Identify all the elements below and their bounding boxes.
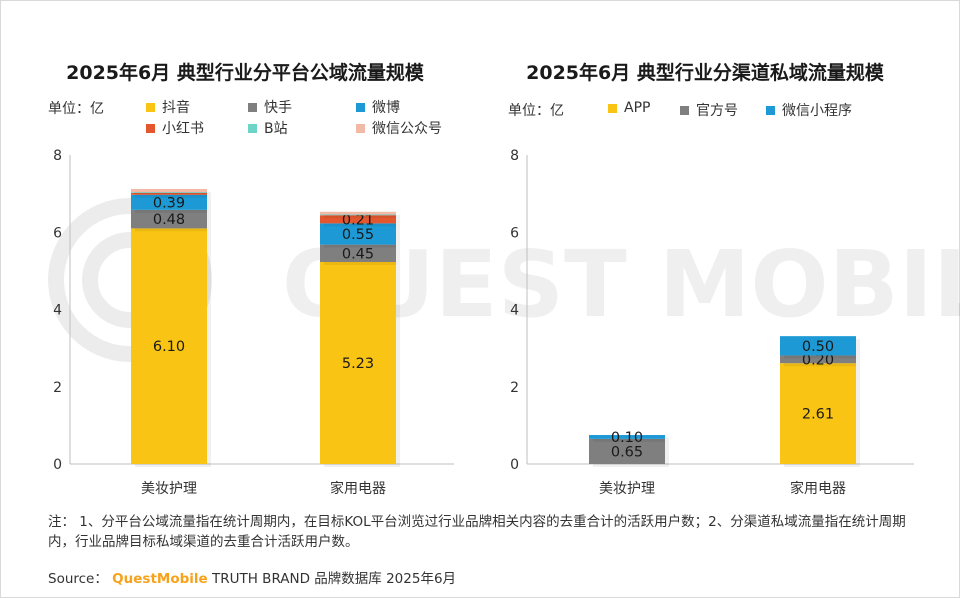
legend-item-kuaishou: 快手 xyxy=(248,97,292,117)
y-tick-label: 6 xyxy=(510,225,519,241)
source-prefix: Source： xyxy=(48,571,108,587)
bar-shadow xyxy=(324,214,400,218)
legend-label: 抖音 xyxy=(162,100,190,116)
legend-swatch xyxy=(248,123,257,133)
x-tick-label: 家用电器 xyxy=(330,480,386,497)
source-suffix: TRUTH BRAND 品牌数据库 2025年6月 xyxy=(211,571,457,587)
data-label: 0.45 xyxy=(342,246,374,262)
bar-segment xyxy=(320,223,396,245)
data-label: 0.55 xyxy=(342,227,374,243)
legend-item-douyin: 抖音 xyxy=(146,97,190,117)
bar-shadow xyxy=(135,195,211,198)
x-tick-label: 家用电器 xyxy=(790,480,846,497)
y-tick-label: 2 xyxy=(53,380,62,396)
legend-swatch xyxy=(680,105,689,115)
right-unit-label: 单位：亿 xyxy=(508,103,564,119)
left-chart-title: 2025年6月 典型行业分平台公域流量规模 xyxy=(66,62,424,84)
right-chart-title: 2025年6月 典型行业分渠道私域流量规模 xyxy=(526,62,884,84)
footnote: 注： 1、分平台公域流量指在统计周期内，在目标KOL平台浏览过行业品牌相关内容的… xyxy=(48,514,906,550)
data-label: 0.20 xyxy=(802,352,834,368)
legend-item-bilibili: B站 xyxy=(248,118,288,138)
legend-item-wechat-official: 微信公众号 xyxy=(356,118,442,138)
legend-label: 微博 xyxy=(372,100,400,116)
data-label: 6.10 xyxy=(153,339,185,355)
bar-segment xyxy=(589,435,665,439)
data-label: 2.61 xyxy=(802,407,834,423)
left-unit-label: 单位：亿 xyxy=(48,101,104,117)
x-tick-label: 美妆护理 xyxy=(141,481,197,497)
bar-shadow xyxy=(135,195,211,196)
bar-segment xyxy=(320,215,396,224)
bar-segment xyxy=(131,192,207,195)
x-tick-label: 美妆护理 xyxy=(599,481,655,497)
legend-item-mini-program: 微信小程序 xyxy=(766,100,852,120)
legend-swatch xyxy=(608,103,617,113)
source-line: Source： QuestMobile TRUTH BRAND 品牌数据库 20… xyxy=(48,567,456,587)
legend-swatch xyxy=(146,123,155,133)
y-tick-label: 2 xyxy=(510,380,519,396)
data-label: 0.48 xyxy=(153,212,185,228)
legend-swatch xyxy=(356,102,365,112)
bar-segment xyxy=(589,438,665,464)
y-tick-label: 0 xyxy=(510,457,519,473)
legend-label: 微信公众号 xyxy=(372,121,442,137)
bar-segment xyxy=(131,228,207,464)
data-label: 0.65 xyxy=(611,444,643,460)
bar-segment xyxy=(780,355,856,364)
legend-swatch xyxy=(356,123,365,133)
bar-shadow xyxy=(135,191,211,196)
legend-label: APP xyxy=(624,100,651,116)
legend-label: 快手 xyxy=(264,100,292,116)
legend-label: B站 xyxy=(264,121,288,137)
legend-item-official-account: 官方号 xyxy=(680,100,738,120)
bar-segment xyxy=(131,194,207,210)
y-tick-label: 6 xyxy=(53,225,62,241)
bar-segment xyxy=(320,211,396,215)
bar-segment xyxy=(131,192,207,193)
bar-segment xyxy=(131,209,207,229)
bar-segment xyxy=(780,363,856,464)
bar-segment xyxy=(320,261,396,464)
legend-label: 微信小程序 xyxy=(782,103,852,119)
y-tick-label: 0 xyxy=(53,457,62,473)
y-tick-label: 4 xyxy=(510,303,519,319)
bar-segment xyxy=(131,188,207,193)
legend-item-app: APP xyxy=(608,100,650,116)
bar-shadow xyxy=(324,217,400,219)
legend-label: 官方号 xyxy=(696,103,738,119)
bar-segment xyxy=(320,214,396,216)
data-label: 0.10 xyxy=(611,430,643,446)
y-tick-label: 8 xyxy=(53,148,62,164)
legend-swatch xyxy=(146,102,155,112)
data-label: 0.21 xyxy=(342,212,374,228)
y-tick-label: 8 xyxy=(510,148,519,164)
source-brand: QuestMobile xyxy=(112,571,208,587)
legend-item-weibo: 微博 xyxy=(356,97,400,117)
legend-swatch xyxy=(766,105,775,115)
legend-label: 小红书 xyxy=(162,121,204,137)
legend-item-xiaohongshu: 小红书 xyxy=(146,118,204,138)
bar-shadow xyxy=(593,438,669,442)
data-label: 0.39 xyxy=(153,195,185,211)
data-label: 5.23 xyxy=(342,356,374,372)
y-tick-label: 4 xyxy=(53,303,62,319)
legend-swatch xyxy=(248,102,257,112)
bar-segment xyxy=(780,336,856,356)
bar-segment xyxy=(320,244,396,262)
data-label: 0.50 xyxy=(802,339,834,355)
